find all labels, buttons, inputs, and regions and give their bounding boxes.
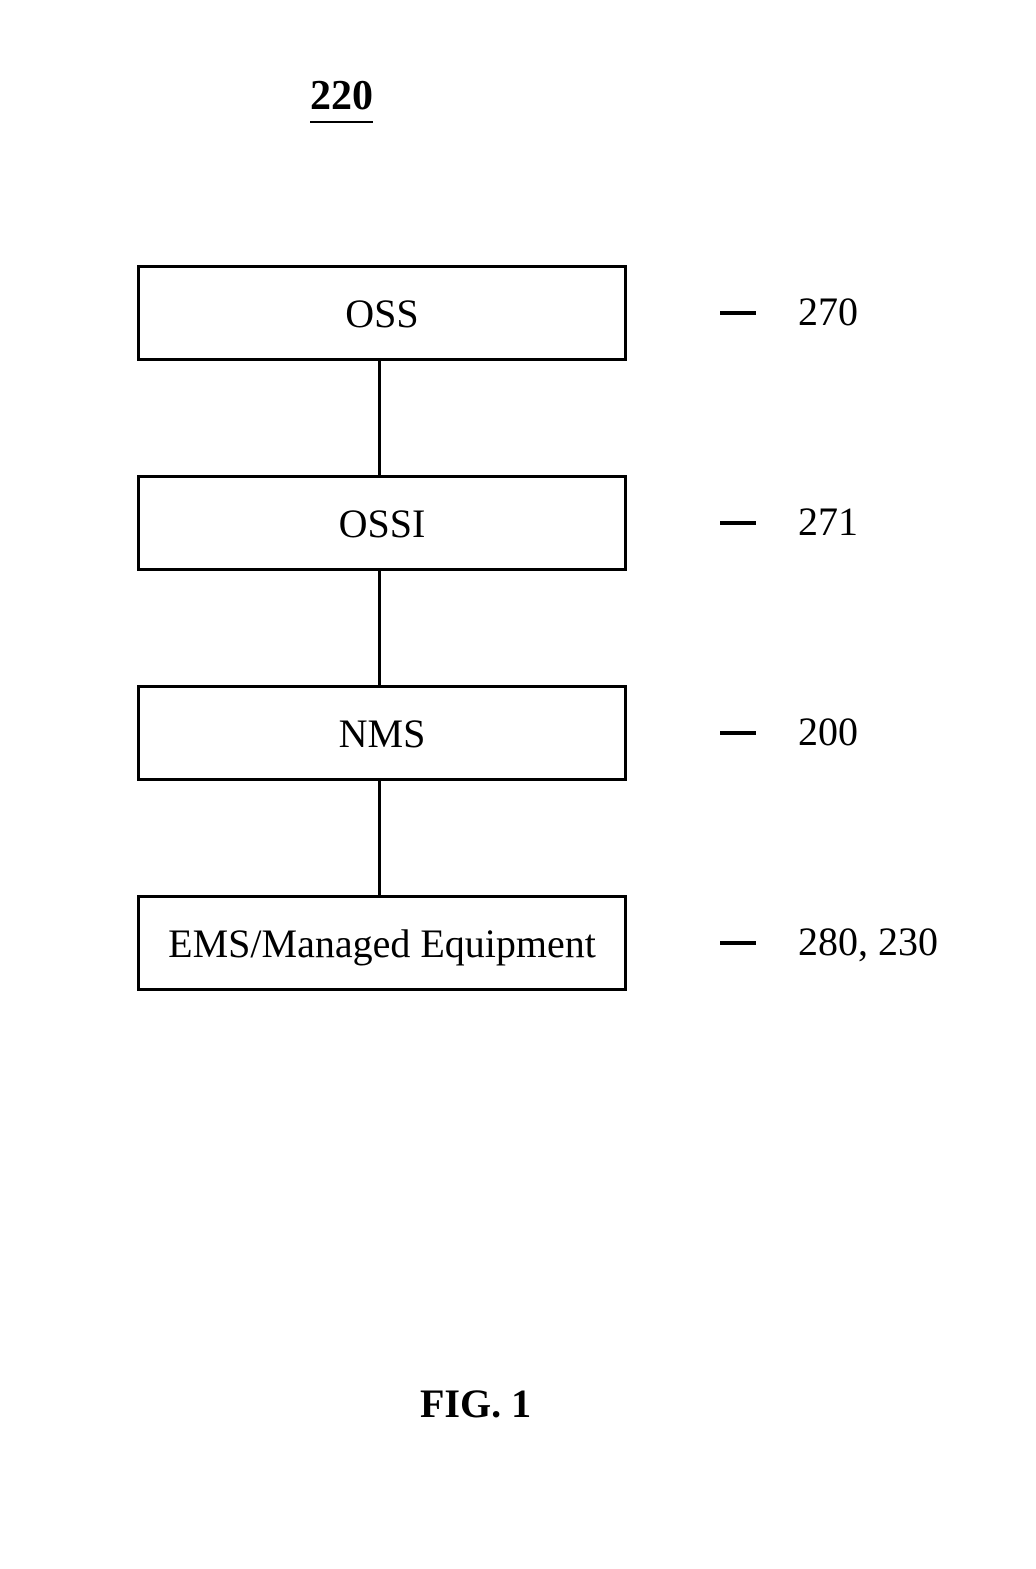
node-ossi: OSSI — [137, 475, 627, 571]
node-ossi-label: OSSI — [339, 500, 426, 547]
figure-caption-text: FIG. 1 — [420, 1381, 531, 1426]
ref-tick-ossi — [720, 521, 756, 525]
node-ems: EMS/Managed Equipment — [137, 895, 627, 991]
ref-label-oss: 270 — [798, 288, 858, 335]
ref-tick-oss — [720, 311, 756, 315]
ref-label-ems-text: 280, 230 — [798, 919, 938, 964]
ref-tick-nms — [720, 731, 756, 735]
node-oss-label: OSS — [345, 290, 418, 337]
ref-label-ossi-text: 271 — [798, 499, 858, 544]
figure-caption: FIG. 1 — [420, 1380, 531, 1427]
ref-label-ossi: 271 — [798, 498, 858, 545]
ref-tick-ems — [720, 941, 756, 945]
node-nms-label: NMS — [339, 710, 426, 757]
node-oss: OSS — [137, 265, 627, 361]
figure-title-text: 220 — [310, 73, 373, 123]
connector-1 — [378, 361, 381, 475]
connector-3 — [378, 781, 381, 895]
figure-title: 220 — [310, 72, 373, 120]
ref-label-nms: 200 — [798, 708, 858, 755]
ref-label-oss-text: 270 — [798, 289, 858, 334]
ref-label-nms-text: 200 — [798, 709, 858, 754]
node-nms: NMS — [137, 685, 627, 781]
node-ems-label: EMS/Managed Equipment — [168, 920, 596, 967]
ref-label-ems: 280, 230 — [798, 918, 938, 965]
connector-2 — [378, 571, 381, 685]
